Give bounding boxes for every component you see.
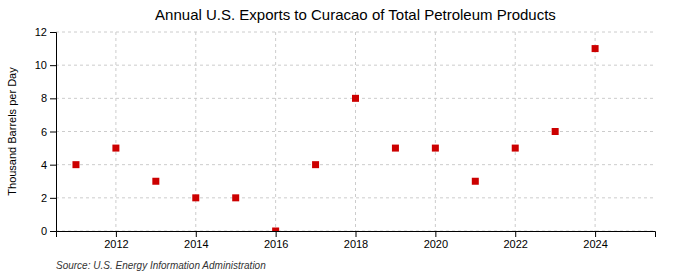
point — [352, 95, 359, 102]
y-axis-tick-label: 2 — [41, 192, 47, 204]
y-axis: 0 2 4 6 8 10 12 — [35, 26, 57, 237]
y-axis-tick-mark — [50, 132, 56, 133]
point — [512, 145, 519, 152]
grid-line-x — [435, 32, 436, 231]
x-axis-tick-label: 2014 — [184, 238, 208, 250]
point — [272, 228, 279, 232]
chart: 2012 2014 2016 2018 2020 2022 2024 0 2 4 6 8 10 12 Ann… — [0, 0, 675, 275]
grid-line-y — [56, 131, 655, 132]
source-annotation: Source: U.S. Energy Information Administ… — [56, 260, 266, 271]
x-axis-tick: 2014 — [184, 231, 208, 250]
x-axis-tick-mark — [515, 231, 516, 237]
y-axis-tick-mark — [50, 198, 56, 199]
y-axis-tick: 6 — [41, 126, 56, 138]
y-axis-tick-mark — [50, 65, 56, 66]
y-axis-tick-mark — [50, 32, 56, 33]
y-axis-tick: 8 — [41, 92, 56, 104]
x-axis-tick: 2024 — [583, 231, 607, 250]
y-axis-tick-mark — [50, 165, 56, 166]
y-axis-tick-label: 6 — [41, 126, 47, 138]
grid-line-x — [355, 32, 356, 231]
x-axis-tick: 2020 — [424, 231, 448, 250]
x-axis: 2012 2014 2016 2018 2020 2022 2024 — [57, 231, 656, 250]
x-axis-tick-mark — [116, 231, 117, 237]
grid-line-x — [595, 32, 596, 231]
grid — [56, 32, 655, 231]
x-axis-tick-label: 2024 — [583, 238, 607, 250]
x-axis-tick: 2022 — [503, 231, 527, 250]
point — [192, 194, 199, 201]
point — [232, 194, 239, 201]
y-axis-tick: 10 — [35, 59, 56, 71]
point — [112, 145, 119, 152]
point — [552, 128, 559, 135]
points — [72, 45, 598, 231]
x-axis-tick-mark — [356, 231, 357, 237]
grid-line-x — [515, 32, 516, 231]
x-axis-tick-label: 2018 — [344, 238, 368, 250]
point — [392, 145, 399, 152]
y-axis-tick-label: 0 — [41, 225, 47, 237]
y-axis-tick: 4 — [41, 159, 56, 171]
x-axis-line — [57, 232, 656, 238]
y-axis-tick-label: 12 — [35, 26, 47, 38]
x-axis-tick-mark — [435, 231, 436, 237]
y-axis-tick-mark — [50, 98, 56, 99]
y-axis-tick-mark — [50, 231, 56, 232]
y-axis-tick: 0 — [41, 225, 56, 237]
y-axis-tick-label: 10 — [35, 59, 47, 71]
title: Annual U.S. Exports to Curacao of Total … — [155, 6, 556, 23]
point — [592, 45, 599, 52]
plot-area: 2012 2014 2016 2018 2020 2022 2024 0 2 4 6 8 10 12 — [35, 26, 656, 250]
grid-line-x — [115, 32, 116, 231]
grid-line-x — [275, 32, 276, 231]
x-axis-tick-label: 2020 — [424, 238, 448, 250]
x-axis-tick-mark — [276, 231, 277, 237]
x-axis-tick-label: 2016 — [264, 238, 288, 250]
point — [152, 178, 159, 185]
point — [432, 145, 439, 152]
y-axis-line — [50, 33, 57, 232]
x-axis-tick-mark — [196, 231, 197, 237]
point — [72, 161, 79, 168]
point — [312, 161, 319, 168]
y-axis-label: Thousand Barrels per Day — [6, 67, 18, 196]
x-axis-tick-label: 2022 — [503, 238, 527, 250]
y-axis-tick: 2 — [41, 192, 56, 204]
x-axis-tick: 2016 — [264, 231, 288, 250]
x-axis-tick-label: 2012 — [104, 238, 128, 250]
grid-line-y — [56, 197, 655, 198]
y-axis-tick-label: 8 — [41, 92, 47, 104]
point — [472, 178, 479, 185]
x-axis-tick-mark — [595, 231, 596, 237]
y-axis-tick-label: 4 — [41, 159, 47, 171]
x-axis-tick: 2012 — [104, 231, 128, 250]
y-axis-tick: 12 — [35, 26, 56, 38]
x-axis-tick: 2018 — [344, 231, 368, 250]
